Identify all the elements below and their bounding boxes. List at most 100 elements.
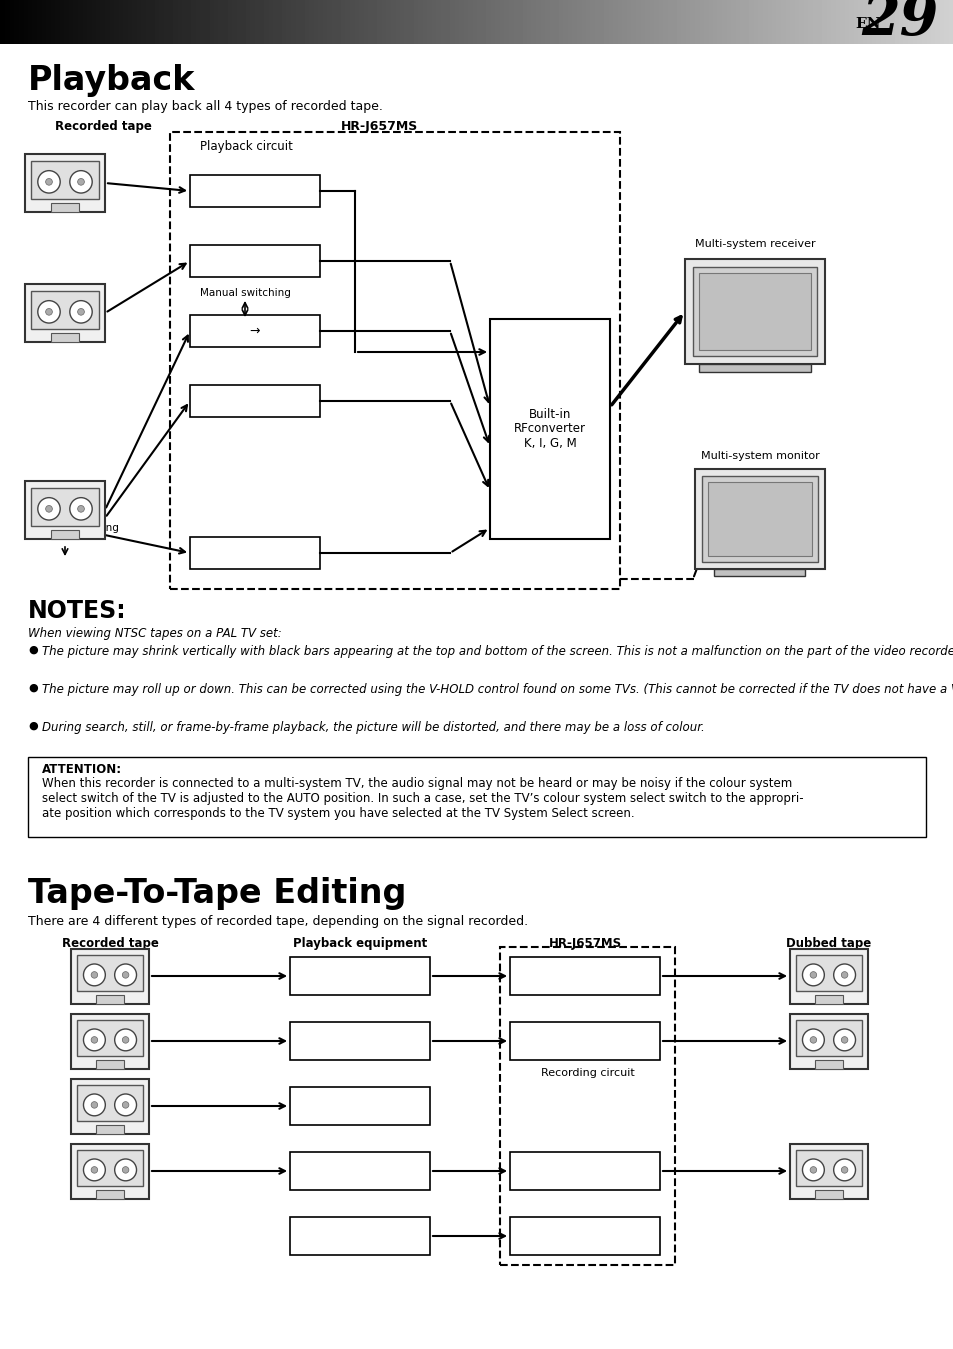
Text: When this recorder is connected to a multi-system TV, the audio signal may not b: When this recorder is connected to a mul… [42,777,802,820]
Text: Playback circuit: Playback circuit [200,140,293,152]
Circle shape [841,1036,847,1043]
Circle shape [84,965,105,986]
Bar [701,476,817,563]
Bar [789,948,867,1004]
Circle shape [809,1167,816,1174]
Bar [684,259,824,364]
Text: Tape-To-Tape Editing: Tape-To-Tape Editing [28,877,406,911]
Circle shape [122,1036,129,1043]
Circle shape [833,1159,855,1180]
Bar [96,1125,124,1133]
Bar [77,1085,143,1121]
Circle shape [91,1167,97,1174]
Bar [290,956,430,996]
Bar [290,1023,430,1060]
Bar [71,1013,149,1068]
Bar [789,1013,867,1068]
Bar [714,569,804,576]
Circle shape [46,309,52,316]
Text: ●: ● [28,683,38,693]
Text: ●: ● [28,645,38,656]
Bar [25,285,105,343]
Text: During search, still, or frame-by-frame playback, the picture will be distorted,: During search, still, or frame-by-frame … [42,720,704,734]
Circle shape [809,971,816,978]
Bar [796,1020,861,1056]
Bar [692,267,816,356]
Bar [789,1144,867,1198]
Bar [51,202,79,212]
Bar [490,318,609,540]
Bar [695,469,824,569]
Circle shape [46,178,52,185]
Bar [96,1060,124,1068]
Bar [71,1078,149,1133]
Bar [77,1020,143,1056]
Text: Manual switching: Manual switching [28,523,119,533]
Bar [699,272,810,349]
Circle shape [46,506,52,513]
Circle shape [38,301,60,322]
Bar [499,947,675,1265]
Text: Playback equipment: Playback equipment [293,938,427,950]
Bar [31,161,98,200]
Bar [170,132,619,590]
Bar [71,948,149,1004]
Text: 29: 29 [861,0,938,47]
Text: This recorder can play back all 4 types of recorded tape.: This recorder can play back all 4 types … [28,100,382,113]
Circle shape [801,1159,823,1180]
Circle shape [70,170,92,193]
Circle shape [77,178,84,185]
Circle shape [114,1094,136,1116]
Text: Manual switching: Manual switching [200,287,291,298]
Text: The picture may roll up or down. This can be corrected using the V-HOLD control : The picture may roll up or down. This ca… [42,683,953,696]
Bar [510,1152,659,1190]
Text: HR-J657MS: HR-J657MS [548,938,621,950]
Bar [96,1190,124,1198]
Bar [51,333,79,343]
Circle shape [77,309,84,316]
Circle shape [833,1029,855,1051]
Bar [31,291,98,329]
Bar [796,1151,861,1186]
Bar [28,757,925,836]
Bar [96,994,124,1004]
Circle shape [114,1159,136,1180]
Text: Multi-system monitor: Multi-system monitor [700,451,819,461]
Text: When viewing NTSC tapes on a PAL TV set:: When viewing NTSC tapes on a PAL TV set: [28,627,281,639]
Circle shape [70,301,92,322]
Bar [815,1060,841,1068]
Bar [510,956,659,996]
Bar [815,994,841,1004]
Circle shape [91,1036,97,1043]
Bar [699,364,810,372]
Bar [190,384,319,417]
Circle shape [84,1094,105,1116]
Circle shape [122,1102,129,1108]
Text: EN: EN [854,18,880,31]
Text: Recording circuit: Recording circuit [540,1068,634,1078]
Bar [25,154,105,212]
Bar [31,488,98,526]
Circle shape [841,1167,847,1174]
Circle shape [833,965,855,986]
Circle shape [77,506,84,513]
Text: ●: ● [28,720,38,731]
Circle shape [91,1102,97,1108]
Bar [190,246,319,277]
Circle shape [114,965,136,986]
Bar [71,1144,149,1198]
Text: The picture may shrink vertically with black bars appearing at the top and botto: The picture may shrink vertically with b… [42,645,953,658]
Bar [51,530,79,540]
Circle shape [114,1029,136,1051]
Circle shape [122,1167,129,1174]
Bar [510,1023,659,1060]
Circle shape [38,170,60,193]
Text: Built-in
RFconverter
K, I, G, M: Built-in RFconverter K, I, G, M [514,407,585,451]
Circle shape [801,965,823,986]
Text: HR-J657MS: HR-J657MS [341,120,418,134]
Bar [190,175,319,206]
Text: There are 4 different types of recorded tape, depending on the signal recorded.: There are 4 different types of recorded … [28,915,528,928]
Bar [25,482,105,540]
Bar [510,1217,659,1255]
Bar [77,1151,143,1186]
